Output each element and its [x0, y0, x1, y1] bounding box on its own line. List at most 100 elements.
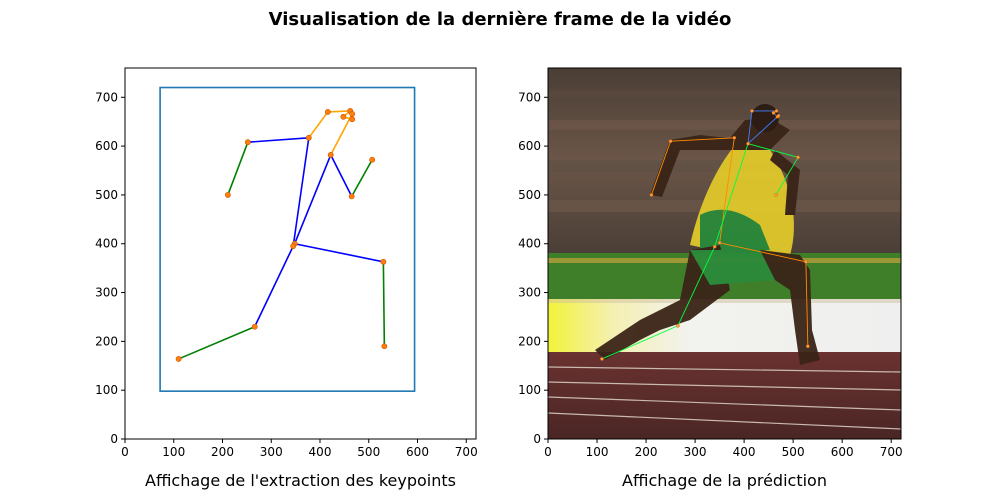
left-skeleton-edge-6 [227, 141, 249, 196]
left-ytick-label-100: 100 [95, 383, 118, 397]
left-keypoint-15 [381, 343, 388, 350]
left-keypoint-12 [290, 243, 297, 250]
right-xtick-label-700: 700 [880, 445, 903, 459]
left-skeleton-edge-2 [326, 110, 352, 113]
right-xtick-label-0: 0 [544, 445, 552, 459]
right-keypoint-3 [750, 109, 754, 113]
left-keypoint-4 [349, 110, 356, 117]
right-skeleton-edge-6 [670, 137, 735, 142]
right-ytick-label-400: 400 [518, 237, 541, 251]
left-skeleton-edge-10 [247, 137, 310, 143]
right-keypoint-16 [600, 357, 604, 361]
left-skeleton-edge-11 [292, 137, 310, 247]
left-keypoint-6 [244, 139, 251, 146]
right-keypoint-13 [804, 259, 808, 264]
left-ytick-label-400: 400 [95, 237, 118, 251]
left-skeleton-edge-5 [329, 113, 353, 156]
right-xlabel: Affichage de la prédiction [622, 471, 827, 490]
right-xtick-label-600: 600 [831, 445, 854, 459]
right-skeleton-edge-11 [747, 143, 799, 158]
left-axes-frame [124, 67, 477, 440]
right-skeleton-edge-12 [775, 156, 799, 196]
figure-title: Visualisation de la dernière frame de la… [269, 9, 732, 30]
right-plot-content [600, 109, 810, 361]
right-keypoint-4 [776, 114, 781, 118]
right-ytick-label-700: 700 [518, 90, 541, 104]
right-ytick-label-600: 600 [518, 139, 541, 153]
right-keypoint-6 [668, 139, 673, 144]
right-keypoint-8 [649, 193, 654, 197]
left-keypoint-2 [349, 116, 356, 123]
right-xtick-label-500: 500 [782, 445, 805, 459]
right-skeleton-edge-4 [747, 110, 753, 145]
left-xtick-label-0: 0 [121, 445, 129, 459]
left-xtick-label-200: 200 [211, 445, 234, 459]
right-ticks: 0 100 200 300 400 500 600 700 0 100 200 300 400 500 60… [518, 90, 903, 459]
right-ytick-label-100: 100 [518, 383, 541, 397]
right-keypoint-5 [732, 136, 737, 140]
left-xtick-label-400: 400 [309, 445, 332, 459]
right-keypoint-7 [746, 141, 750, 146]
person-bounding-box [159, 86, 416, 392]
left-ytick-label-200: 200 [95, 334, 118, 348]
left-skeleton-edge-14 [293, 242, 385, 263]
right-keypoint-14 [676, 323, 680, 328]
left-skeleton-edge-8 [177, 325, 256, 360]
right-skeleton-edge-5 [747, 115, 779, 145]
left-keypoint-8 [224, 192, 231, 198]
right-keypoint-0 [771, 111, 776, 115]
left-skeleton-edge-13 [329, 154, 353, 198]
right-ytick-label-0: 0 [533, 432, 541, 446]
right-ytick-label-500: 500 [518, 188, 541, 202]
left-keypoint-9 [369, 156, 376, 163]
left-skeleton-edge-15 [253, 245, 294, 328]
left-keypoint-14 [251, 323, 258, 330]
right-keypoint-10 [774, 193, 778, 197]
right-skeleton-edge-9 [719, 242, 807, 263]
right-axes-frame [547, 67, 902, 440]
left-skeleton-edge-9 [382, 260, 386, 348]
left-skeleton-edge-4 [307, 111, 329, 139]
left-plot-area [125, 68, 476, 439]
left-keypoint-5 [305, 134, 312, 141]
left-plot-content [159, 86, 416, 392]
left-ytick-label-600: 600 [95, 139, 118, 153]
left-xtick-label-100: 100 [162, 445, 185, 459]
right-skeleton-edge-10 [805, 261, 809, 347]
left-keypoint-16 [175, 356, 182, 362]
right-keypoint-12 [712, 244, 717, 249]
left-ytick-label-500: 500 [95, 188, 118, 202]
left-skeleton-edge-7 [350, 158, 373, 198]
right-xtick-label-400: 400 [733, 445, 756, 459]
left-ytick-label-700: 700 [95, 90, 118, 104]
left-xlabel: Affichage de l'extraction des keypoints [145, 471, 456, 490]
right-skeleton-edge-13 [714, 143, 749, 248]
right-keypoint-9 [796, 155, 800, 160]
left-keypoint-13 [380, 258, 387, 265]
sprinter-photo [548, 68, 901, 439]
left-xtick-label-500: 500 [357, 445, 380, 459]
prediction-panel: 0 100 200 300 400 500 600 700 0 100 200 300 400 500 60… [518, 67, 903, 490]
left-keypoint-7 [327, 151, 334, 158]
right-skeleton-edge-15 [601, 325, 679, 360]
right-xtick-label-100: 100 [586, 445, 609, 459]
left-xtick-label-700: 700 [455, 445, 478, 459]
right-keypoint-15 [806, 344, 810, 349]
right-ytick-label-200: 200 [518, 334, 541, 348]
left-keypoint-3 [324, 109, 331, 115]
right-ytick-label-300: 300 [518, 286, 541, 300]
left-ytick-label-300: 300 [95, 286, 118, 300]
right-xtick-label-300: 300 [684, 445, 707, 459]
left-keypoint-0 [340, 113, 347, 120]
left-ytick-label-0: 0 [110, 432, 118, 446]
right-keypoint-1 [774, 109, 779, 113]
right-xtick-label-200: 200 [635, 445, 658, 459]
keypoint-extraction-panel: 0 100 200 300 400 500 600 700 0 100 200 300 400 500 60… [95, 67, 478, 490]
left-keypoint-10 [348, 193, 355, 200]
right-skeleton-edge-7 [650, 140, 672, 196]
right-keypoint-11 [717, 240, 722, 245]
left-ticks: 0 100 200 300 400 500 600 700 0 100 200 300 400 500 60… [95, 90, 478, 459]
left-xtick-label-300: 300 [260, 445, 283, 459]
left-skeleton-edge-12 [293, 154, 332, 245]
